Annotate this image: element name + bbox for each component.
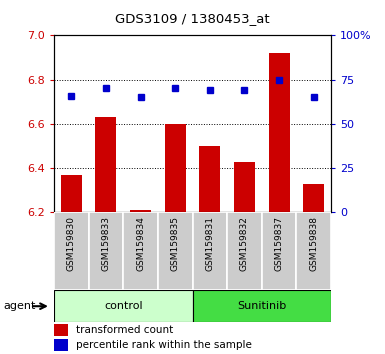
Bar	[158, 212, 192, 290]
Text: GDS3109 / 1380453_at: GDS3109 / 1380453_at	[115, 12, 270, 25]
Bar	[269, 53, 290, 212]
Text: GSM159833: GSM159833	[101, 216, 110, 271]
Bar	[95, 117, 116, 212]
Text: GSM159831: GSM159831	[205, 216, 214, 271]
Bar	[54, 339, 68, 351]
Bar	[227, 212, 262, 290]
Bar	[61, 175, 82, 212]
Bar	[165, 124, 186, 212]
Bar	[54, 212, 89, 290]
Bar	[123, 212, 158, 290]
Text: GSM159834: GSM159834	[136, 216, 145, 271]
Bar	[130, 210, 151, 212]
Bar	[192, 290, 331, 322]
Bar	[296, 212, 331, 290]
Text: GSM159837: GSM159837	[275, 216, 284, 271]
Text: GSM159830: GSM159830	[67, 216, 76, 271]
Text: control: control	[104, 301, 142, 311]
Bar	[199, 146, 220, 212]
Text: GSM159838: GSM159838	[309, 216, 318, 271]
Bar	[89, 212, 123, 290]
Text: GSM159832: GSM159832	[240, 216, 249, 271]
Text: transformed count: transformed count	[76, 325, 173, 335]
Bar	[262, 212, 296, 290]
Text: Sunitinib: Sunitinib	[237, 301, 286, 311]
Text: GSM159835: GSM159835	[171, 216, 180, 271]
Text: agent: agent	[4, 301, 36, 311]
Bar	[303, 184, 324, 212]
Bar	[54, 324, 68, 336]
Bar	[192, 212, 227, 290]
Text: percentile rank within the sample: percentile rank within the sample	[76, 340, 252, 350]
Bar	[54, 290, 192, 322]
Bar	[234, 161, 255, 212]
